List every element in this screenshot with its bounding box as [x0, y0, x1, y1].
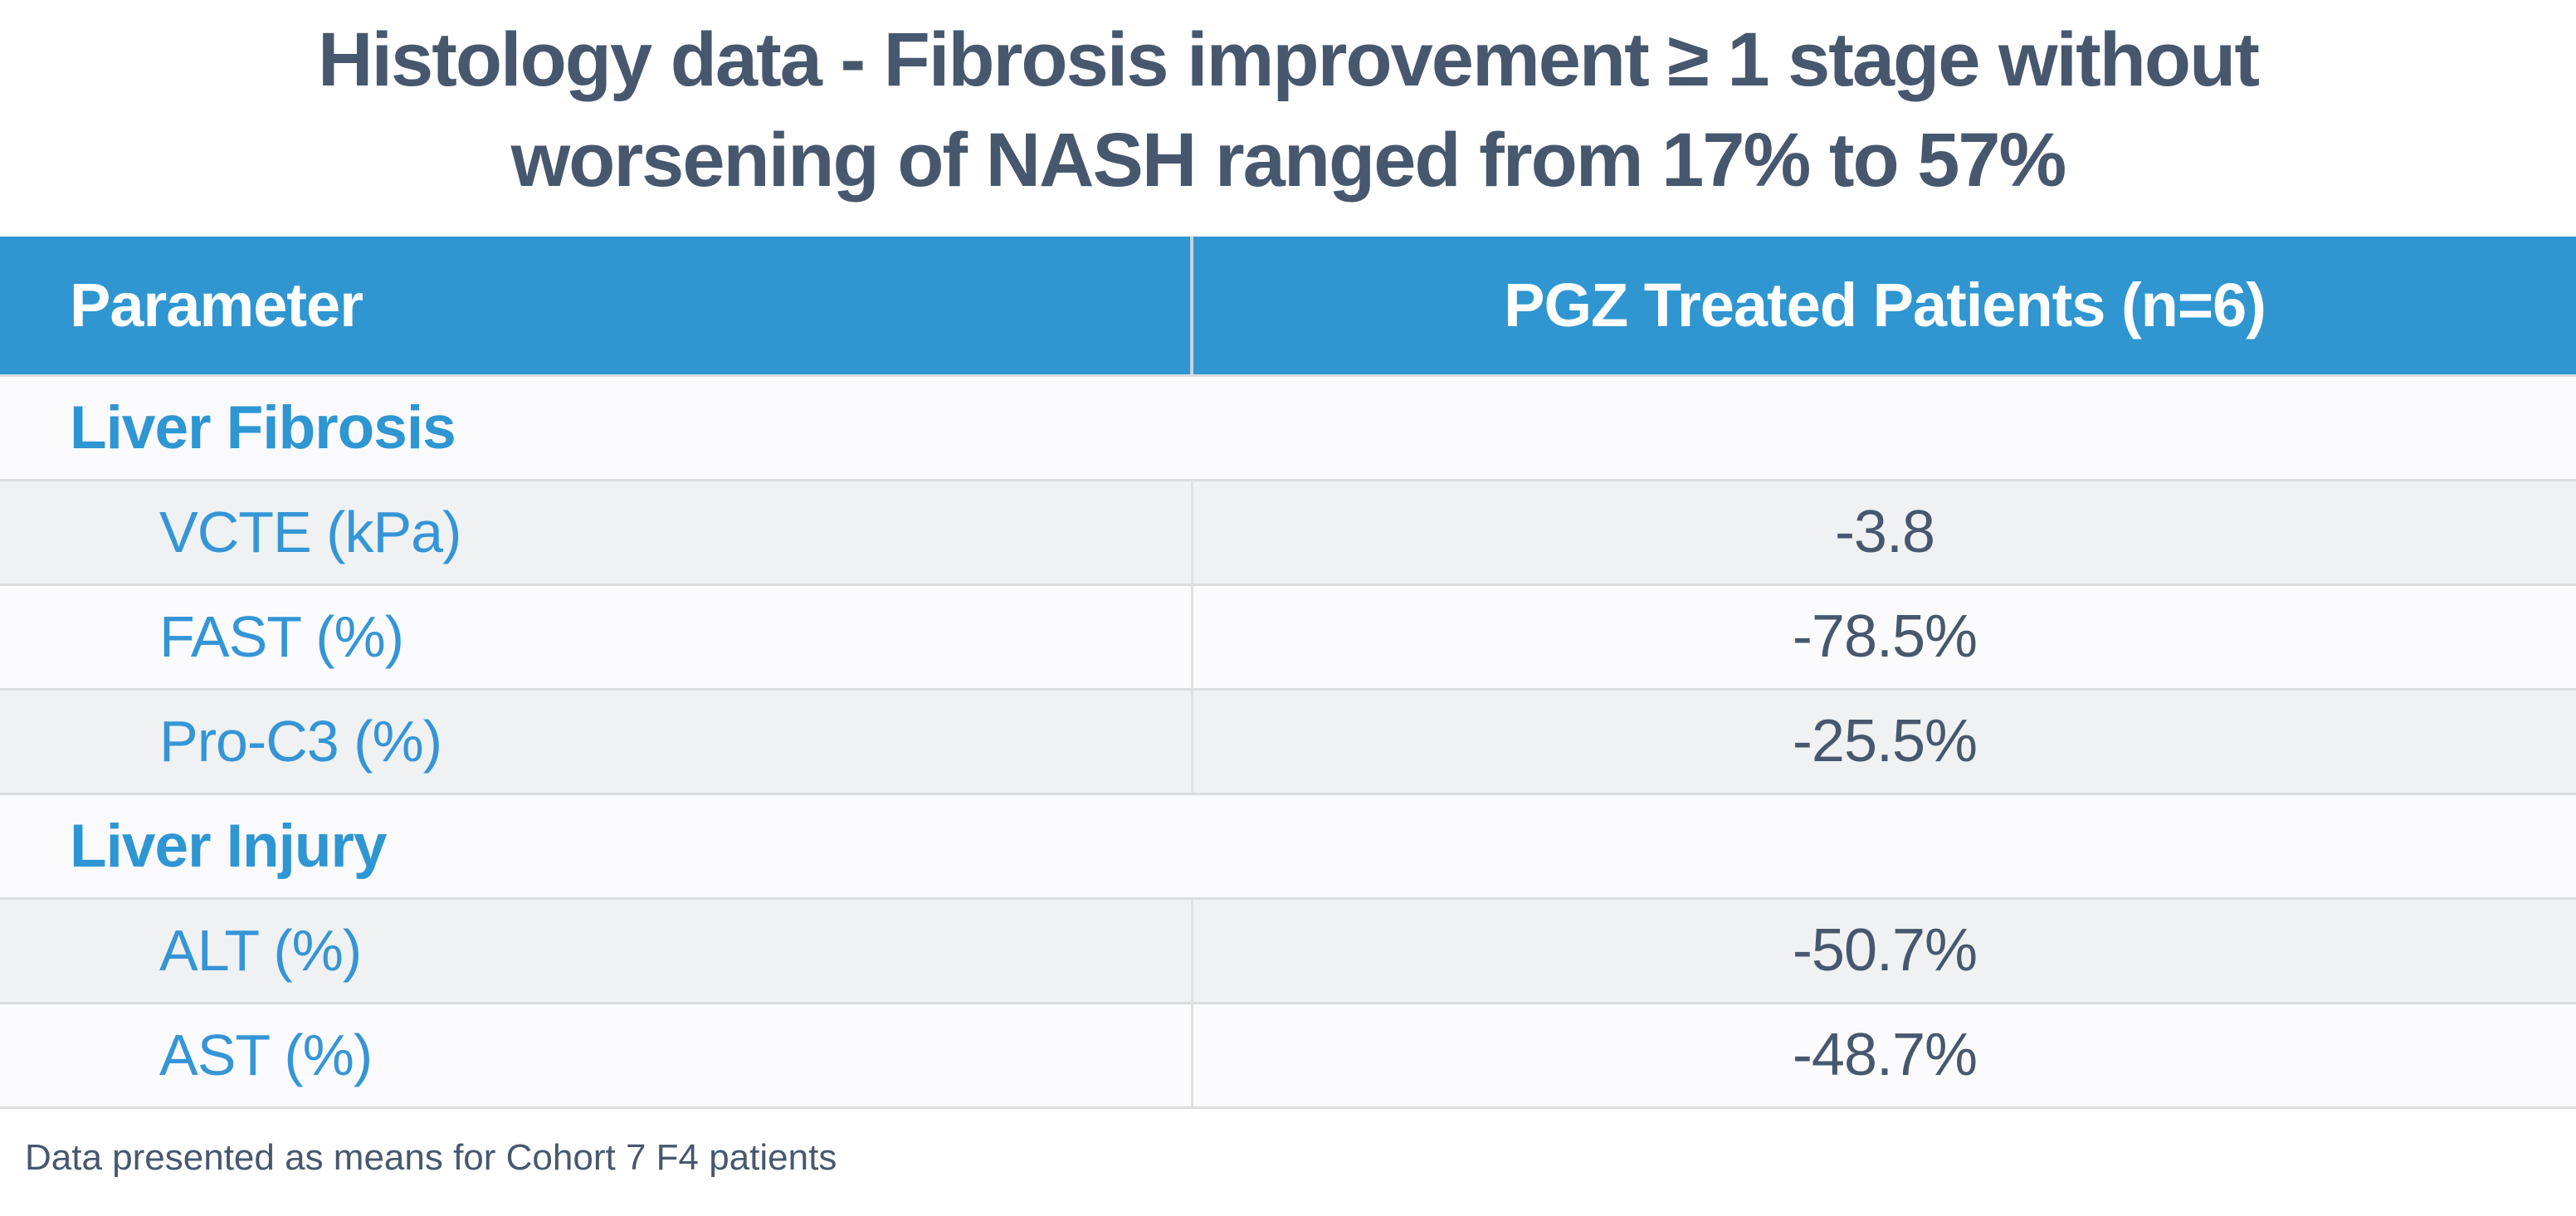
table-header-row: Parameter PGZ Treated Patients (n=6) [0, 236, 2576, 374]
row-value: -50.7% [1792, 917, 1978, 984]
row-label: ALT (%) [0, 899, 1193, 1002]
table-row-pro-c3: Pro-C3 (%) -25.5% [0, 687, 2576, 793]
table-row-vcte: VCTE (kPa) -3.8 [0, 478, 2576, 584]
table-row-fast: FAST (%) -78.5% [0, 583, 2576, 688]
section-row-liver-fibrosis: Liver Fibrosis [0, 374, 2576, 479]
column-header-parameter: Parameter [0, 236, 1193, 374]
row-label: Pro-C3 (%) [0, 690, 1193, 793]
section-row-liver-injury: Liver Injury [0, 792, 2576, 897]
slide-title: Histology data - Fibrosis improvement ≥ … [0, 0, 2576, 212]
section-label: Liver Injury [70, 812, 388, 880]
results-table: Parameter PGZ Treated Patients (n=6) Liv… [0, 236, 2576, 1109]
row-value: -78.5% [1792, 603, 1978, 671]
row-value: -3.8 [1834, 499, 1935, 566]
section-label: Liver Fibrosis [70, 393, 456, 461]
row-value: -25.5% [1792, 708, 1978, 775]
table-row-alt: ALT (%) -50.7% [0, 896, 2576, 1002]
row-label: VCTE (kPa) [0, 481, 1193, 584]
row-label: FAST (%) [0, 585, 1193, 688]
table-row-ast: AST (%) -48.7% [0, 1001, 2576, 1106]
slide-title-line-2: worsening of NASH ranged from 17% to 57% [510, 118, 2067, 203]
row-label: AST (%) [0, 1004, 1193, 1106]
row-value: -48.7% [1792, 1022, 1978, 1089]
slide-title-line-1: Histology data - Fibrosis improvement ≥ … [318, 17, 2260, 102]
footnote: Data presented as means for Cohort 7 F4 … [25, 1136, 837, 1178]
column-header-treated-patients: PGZ Treated Patients (n=6) [1504, 271, 2266, 340]
